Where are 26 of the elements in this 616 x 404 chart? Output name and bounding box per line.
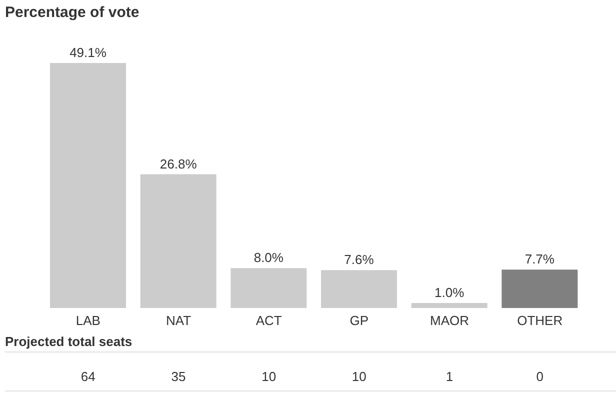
x-tick-label: LAB [76, 313, 100, 328]
data-label: 64 [80, 369, 96, 384]
data-label: 10 [350, 369, 368, 384]
data-label: 26.8% [160, 156, 198, 172]
bar [140, 174, 216, 308]
data-label: 0 [535, 369, 544, 384]
data-label: 8.0% [254, 250, 284, 266]
data-label: 49.1% [70, 45, 107, 60]
data-label: 7.7% [524, 252, 555, 267]
data-label: 10 [260, 369, 278, 384]
x-tick-label: GP [350, 313, 369, 328]
bar [502, 270, 578, 308]
data-label: 1.0% [434, 285, 465, 300]
bar [50, 63, 126, 308]
bar [230, 268, 307, 308]
data-label: 35 [170, 369, 187, 384]
x-tick-label: MAOR [430, 313, 469, 328]
x-tick-label: NAT [166, 313, 192, 328]
bar [411, 303, 488, 308]
chart-title: Percentage of vote [5, 4, 140, 21]
bar [321, 270, 397, 308]
x-tick-label: OTHER [517, 313, 563, 328]
text: Projected total seats [5, 334, 132, 349]
data-label: 1 [444, 369, 454, 384]
x-tick-label: ACT [256, 313, 282, 328]
data-label: 7.6% [344, 252, 374, 268]
